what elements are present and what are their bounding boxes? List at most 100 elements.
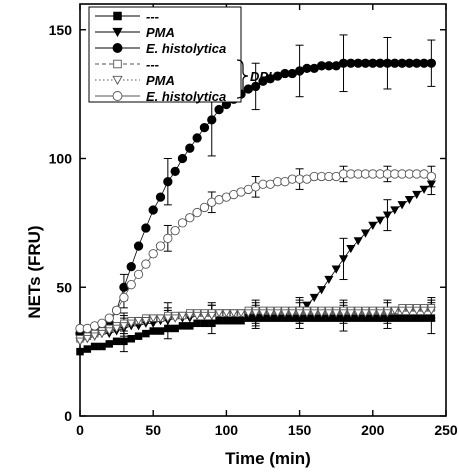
data-point-series-3 — [207, 115, 217, 125]
data-point-series-6 — [119, 292, 129, 303]
data-point-series-3 — [148, 205, 158, 215]
data-point-series-5 — [119, 322, 129, 331]
legend-marker — [112, 91, 123, 101]
data-point-series-3 — [155, 192, 166, 202]
data-point-series-1 — [112, 337, 121, 346]
data-point-series-5 — [155, 314, 166, 323]
data-point-series-5 — [185, 311, 195, 321]
data-point-series-3 — [163, 177, 173, 187]
data-point-series-6 — [141, 259, 151, 269]
data-point-series-1 — [193, 319, 201, 328]
data-point-series-5 — [375, 309, 385, 318]
data-point-series-1 — [208, 319, 216, 328]
data-point-series-1 — [134, 332, 143, 340]
data-point-series-5 — [309, 309, 319, 318]
data-point-series-5 — [90, 332, 100, 341]
data-point-series-6 — [133, 269, 144, 280]
data-point-series-2 — [331, 265, 341, 274]
x-tick-label: 50 — [145, 422, 161, 438]
data-point-series-6 — [185, 213, 195, 223]
y-tick-label: 100 — [49, 151, 73, 167]
data-point-series-2 — [360, 229, 371, 238]
data-point-series-3 — [170, 166, 180, 177]
data-point-series-1 — [164, 324, 172, 333]
legend-marker — [113, 59, 122, 69]
x-tick-label: 250 — [434, 422, 458, 438]
data-point-series-1 — [149, 327, 157, 335]
data-point-series-2 — [404, 196, 414, 205]
data-point-series-5 — [199, 311, 209, 321]
y-axis-title: NETs (FRU) — [25, 225, 44, 318]
data-point-series-3 — [426, 58, 437, 68]
data-point-series-5 — [75, 337, 85, 346]
data-point-series-2 — [317, 286, 327, 295]
data-point-series-1 — [142, 329, 150, 338]
data-point-series-2 — [353, 237, 363, 246]
data-point-series-5 — [265, 309, 275, 318]
data-point-series-1 — [178, 322, 187, 330]
data-point-series-5 — [404, 306, 414, 315]
y-tick-label: 0 — [64, 408, 72, 424]
plot-frame — [79, 3, 447, 417]
data-point-series-5 — [163, 314, 173, 323]
data-point-series-1 — [427, 314, 436, 322]
data-point-series-2 — [390, 206, 400, 215]
data-point-series-5 — [192, 311, 202, 321]
data-point-series-5 — [177, 311, 188, 321]
legend-label: --- — [146, 57, 159, 72]
data-point-series-1 — [83, 345, 92, 353]
data-point-series-1 — [391, 314, 399, 322]
data-point-series-5 — [419, 306, 429, 315]
data-point-series-5 — [368, 309, 378, 318]
data-point-series-3 — [185, 143, 195, 153]
data-point-series-6 — [177, 218, 188, 228]
data-point-series-5 — [338, 309, 349, 318]
data-point-series-2 — [346, 244, 356, 254]
legend-label: E. histolytica — [146, 41, 226, 56]
x-axis-title: Time (min) — [225, 449, 311, 468]
data-point-series-5 — [295, 309, 305, 318]
x-tick-label: 100 — [215, 422, 239, 438]
data-point-series-5 — [112, 324, 122, 333]
data-point-series-5 — [251, 309, 261, 318]
data-point-series-5 — [97, 329, 107, 339]
data-point-series-5 — [243, 309, 253, 318]
data-point-series-2 — [397, 201, 407, 210]
data-point-series-6 — [199, 202, 210, 213]
data-point-series-5 — [382, 309, 392, 318]
data-point-series-5 — [280, 309, 290, 318]
data-point-series-1 — [405, 314, 414, 322]
data-point-series-6 — [163, 233, 173, 243]
data-point-series-6 — [111, 305, 122, 316]
data-point-series-2 — [382, 211, 392, 220]
data-point-series-1 — [90, 342, 99, 351]
data-point-series-5 — [426, 306, 436, 315]
data-point-series-5 — [207, 311, 217, 321]
data-point-series-3 — [192, 133, 202, 143]
data-point-series-1 — [420, 314, 428, 322]
data-point-series-5 — [229, 309, 239, 318]
data-point-series-2 — [412, 190, 422, 200]
data-point-series-6 — [148, 249, 158, 259]
dpi-bracket — [236, 59, 249, 99]
data-point-series-6 — [155, 241, 166, 251]
data-point-series-1 — [105, 340, 114, 348]
data-point-series-1 — [76, 347, 84, 356]
data-point-series-5 — [170, 314, 180, 323]
data-point-series-1 — [171, 324, 179, 333]
data-point-series-3 — [126, 261, 136, 272]
data-point-series-3 — [141, 223, 151, 233]
data-point-series-5 — [331, 309, 341, 318]
y-tick-label: 150 — [49, 22, 73, 38]
data-point-series-6 — [104, 313, 114, 323]
legend-marker — [113, 11, 122, 21]
dpi-group-label: DPI — [250, 69, 272, 84]
data-point-series-2 — [419, 185, 429, 194]
data-point-series-6 — [170, 225, 180, 236]
data-point-series-2 — [302, 301, 312, 310]
data-point-series-1 — [186, 322, 194, 330]
data-point-series-3 — [177, 153, 188, 164]
data-point-series-5 — [148, 314, 158, 323]
